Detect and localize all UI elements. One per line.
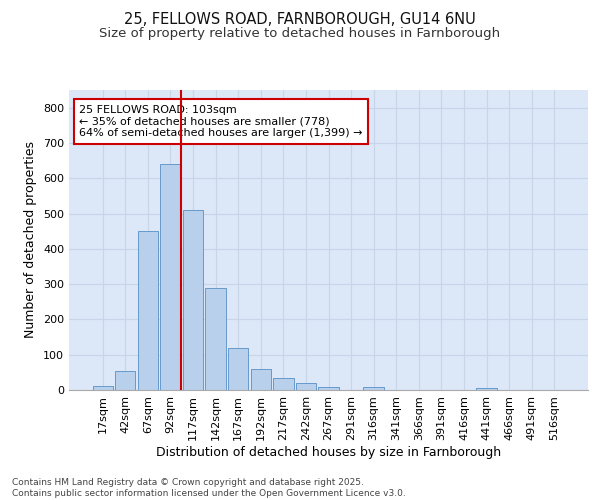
Text: 25, FELLOWS ROAD, FARNBOROUGH, GU14 6NU: 25, FELLOWS ROAD, FARNBOROUGH, GU14 6NU <box>124 12 476 28</box>
Bar <box>183 210 203 390</box>
Text: Contains HM Land Registry data © Crown copyright and database right 2025.
Contai: Contains HM Land Registry data © Crown c… <box>12 478 406 498</box>
Y-axis label: Number of detached properties: Number of detached properties <box>25 142 37 338</box>
Text: 25 FELLOWS ROAD: 103sqm
← 35% of detached houses are smaller (778)
64% of semi-d: 25 FELLOWS ROAD: 103sqm ← 35% of detache… <box>79 105 363 138</box>
Bar <box>296 383 316 390</box>
Bar <box>92 386 113 390</box>
Bar <box>251 369 271 390</box>
Bar <box>160 164 181 390</box>
X-axis label: Distribution of detached houses by size in Farnborough: Distribution of detached houses by size … <box>156 446 501 458</box>
Bar <box>319 387 338 390</box>
Text: Size of property relative to detached houses in Farnborough: Size of property relative to detached ho… <box>100 28 500 40</box>
Bar <box>273 378 293 390</box>
Bar <box>228 348 248 390</box>
Bar <box>205 288 226 390</box>
Bar <box>115 370 136 390</box>
Bar <box>364 387 384 390</box>
Bar <box>476 388 497 390</box>
Bar <box>138 231 158 390</box>
